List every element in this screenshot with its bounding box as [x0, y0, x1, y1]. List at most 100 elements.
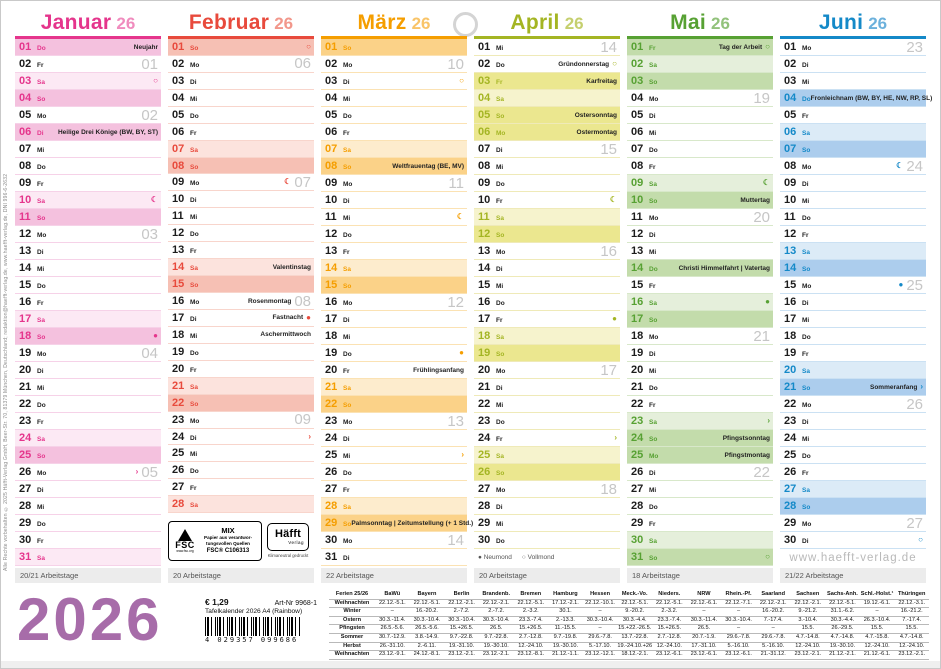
day-number: 16: [478, 296, 491, 308]
day-row: 17 So: [627, 311, 773, 328]
ferien-date-cell: 23.12.-2.1.: [478, 650, 514, 660]
day-number: 10: [172, 193, 185, 206]
day-row: 29 Mi: [474, 515, 620, 532]
day-row: 21 So Sommeranfang ›: [780, 379, 926, 396]
day-row: 07 Di 15: [474, 141, 620, 158]
ferien-date-cell: 22.12.-5.1.: [825, 599, 860, 609]
day-row: 20 Di: [15, 362, 161, 379]
day-number: 09: [631, 177, 644, 189]
ferien-date-cell: 26.3.-10.4.: [859, 616, 895, 626]
day-number: 11: [19, 211, 31, 223]
barcode: [205, 617, 301, 636]
page-bottom-edge: [1, 661, 940, 668]
week-number: 12: [447, 293, 464, 311]
weekday-label: So: [37, 334, 46, 341]
day-number: 28: [19, 500, 32, 512]
ferien-date-cell: 2.-3.2.: [652, 607, 687, 617]
ferien-date-cell: 4.7.-14.8.: [825, 633, 860, 643]
moon-phase-icon: ●: [153, 331, 158, 340]
weekday-label: Do: [37, 283, 46, 290]
day-row-right: 09: [291, 412, 311, 427]
day-number: 24: [19, 432, 32, 444]
day-row-right: ● 25: [895, 278, 923, 293]
ferien-row-label: Ostern: [329, 616, 375, 626]
day-row: 09 Sa ☾: [627, 175, 773, 192]
holiday-note: Palmsonntag | Zeitumstellung (+ 1 Std.): [351, 519, 474, 527]
day-number: 04: [19, 92, 32, 104]
weekday-label: Mi: [343, 334, 351, 341]
day-number: 29: [784, 517, 797, 529]
day-number: 28: [172, 498, 185, 511]
moon-phase-icon: ○: [765, 42, 770, 51]
weekday-label: Sa: [802, 368, 810, 375]
holiday-note: Ostersonntag: [574, 111, 617, 119]
weekday-label: Fr: [37, 300, 44, 307]
day-number: 24: [631, 432, 644, 444]
day-row: 16 Di: [780, 294, 926, 311]
day-row-right: 12: [444, 295, 464, 310]
day-number: 18: [325, 330, 338, 342]
day-row-right: 02: [138, 108, 158, 123]
moon-phase-icon: ○: [918, 535, 923, 544]
day-number: 07: [19, 143, 32, 155]
day-row: 29 So Palmsonntag | Zeitumstellung (+ 1 St…: [321, 515, 473, 532]
day-number: 26: [325, 466, 338, 478]
day-row: 05 Mo 02: [15, 107, 161, 124]
week-number: 23: [906, 38, 923, 56]
moon-phase-icon: ›: [767, 416, 770, 425]
day-row-right: Fronleichnam (BW, BY, HE, NW, RP, SL): [811, 95, 933, 102]
day-row: 29 Fr: [627, 515, 773, 532]
weekday-label: So: [37, 453, 46, 460]
weekday-label: Sa: [496, 453, 504, 460]
day-row: 26 Do: [321, 464, 467, 481]
ferien-date-cell: 7.-17.4.: [894, 616, 929, 626]
day-row-right: Palmsonntag | Zeitumstellung (+ 1 Std.): [351, 520, 473, 527]
weekday-label: So: [649, 436, 658, 443]
day-number: 06: [478, 126, 491, 138]
day-row: 10 Mi: [780, 192, 926, 209]
day-number: 07: [631, 143, 644, 155]
day-row: 17 Di Fastnacht ●: [168, 309, 314, 327]
weekday-label: Mi: [190, 214, 198, 222]
day-number: 11: [631, 211, 643, 223]
month-header-rule: [321, 36, 467, 39]
day-number: 15: [19, 279, 32, 291]
ferien-date-cell: 21.12.-6.1.: [859, 650, 895, 660]
day-row-right: ☾: [607, 196, 617, 204]
day-row: 27 Mo 18: [474, 481, 620, 498]
day-number: 02: [172, 57, 185, 70]
day-number: 05: [478, 109, 491, 121]
day-row: 25 Mo Pfingstmontag: [627, 447, 773, 464]
ferien-date-cell: 30.3.-4.4.: [617, 616, 652, 626]
fsc-mix-label: MIX: [221, 525, 235, 535]
day-number: 10: [325, 194, 338, 206]
weekday-label: Mi: [649, 130, 657, 137]
day-row: 22 Mo 26: [780, 396, 926, 413]
day-row-right: ○: [150, 77, 158, 85]
day-number: 16: [325, 296, 338, 308]
arbeitstage-row: 20/21 Arbeitstage: [15, 568, 161, 583]
month-name: Mai: [670, 11, 706, 34]
day-row: 19 Mo 04: [15, 345, 161, 362]
week-number: 08: [294, 292, 311, 310]
day-number: 04: [325, 92, 338, 104]
weekday-label: Fr: [343, 130, 350, 137]
ferien-date-cell: 12.-24.10.: [790, 642, 826, 652]
day-row: 17 Fr ●: [474, 311, 620, 328]
ferien-state-header: NRW: [686, 591, 722, 600]
day-number: 08: [325, 160, 338, 172]
day-number: 25: [784, 449, 797, 461]
day-row-right: ●: [609, 315, 617, 323]
day-row: 25 So: [15, 447, 161, 464]
day-number: 05: [172, 108, 185, 121]
weekday-label: Di: [37, 130, 44, 137]
weekday-label: Di: [190, 315, 197, 323]
day-row-right: 11: [445, 176, 464, 191]
moon-phase-icon: ›: [461, 450, 464, 459]
day-number: 06: [172, 125, 185, 138]
day-row: 26 Do: [168, 462, 314, 480]
weekday-label: Fr: [649, 521, 656, 528]
weekday-label: Mi: [496, 521, 504, 528]
day-row: 06 Sa: [780, 124, 926, 141]
day-number: 27: [19, 483, 32, 495]
